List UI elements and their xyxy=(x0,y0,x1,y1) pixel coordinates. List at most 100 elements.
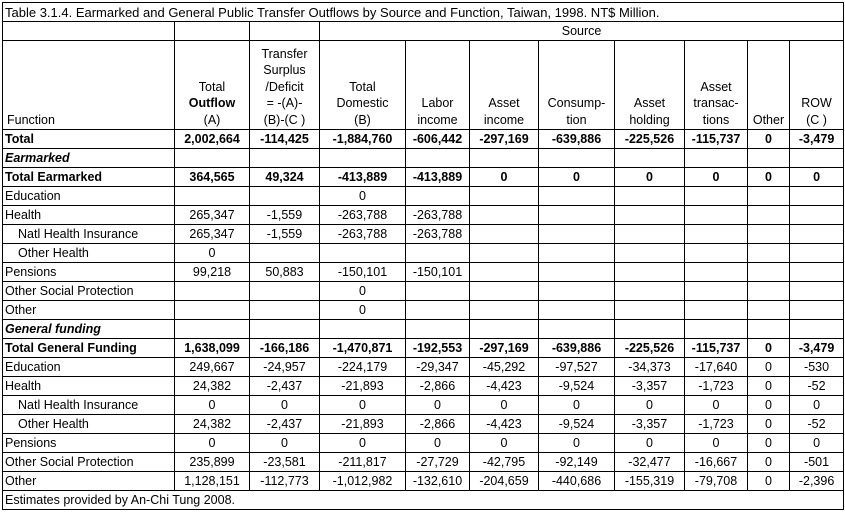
cell-value xyxy=(684,243,748,263)
cell-value: -29,347 xyxy=(405,357,470,377)
cell-value: 0 xyxy=(747,471,790,491)
cell-value: 24,382 xyxy=(174,414,250,434)
cell-value xyxy=(684,186,748,206)
cell-value: 0 xyxy=(319,281,406,301)
cell-value xyxy=(249,319,320,339)
cell-value: -34,373 xyxy=(614,357,685,377)
cell-value: -2,437 xyxy=(249,376,320,396)
table-row: Education 0 xyxy=(2,186,845,206)
row-label: Health xyxy=(2,205,175,225)
cell-value: 99,218 xyxy=(174,262,250,282)
cell-value: -1,723 xyxy=(684,414,748,434)
cell-value xyxy=(538,300,615,320)
cell-value xyxy=(538,281,615,301)
cell-value xyxy=(469,300,539,320)
cell-value: 0 xyxy=(469,395,539,415)
cell-value: -639,886 xyxy=(538,338,615,358)
cell-value xyxy=(174,186,250,206)
cell-value xyxy=(174,281,250,301)
cell-value xyxy=(538,262,615,282)
cell-value: -413,889 xyxy=(405,167,470,187)
cell-value: -1,723 xyxy=(684,376,748,396)
table-footnote: Estimates provided by An-Chi Tung 2008. xyxy=(1,490,845,510)
transfer-outflows-table: Table 3.1.4. Earmarked and General Publi… xyxy=(1,2,845,510)
cell-value: -2,437 xyxy=(249,414,320,434)
cell-value xyxy=(469,205,539,225)
cell-value: -115,737 xyxy=(684,338,748,358)
cell-value: 0 xyxy=(174,433,250,453)
cell-value: -501 xyxy=(788,452,845,472)
cell-value: 2,002,664 xyxy=(174,129,250,149)
cell-value xyxy=(469,243,539,263)
cell-value xyxy=(747,148,790,168)
cell-value: -204,659 xyxy=(469,471,539,491)
cell-value: 364,565 xyxy=(174,167,250,187)
cell-value: 0 xyxy=(538,395,615,415)
cell-value: -211,817 xyxy=(319,452,406,472)
table-row: Other Health 0 xyxy=(2,243,845,263)
row-label: Other Social Protection xyxy=(2,452,175,472)
cell-value: -1,884,760 xyxy=(319,129,406,149)
cell-value: 0 xyxy=(249,395,320,415)
column-header-row: ROW (C ) xyxy=(788,40,845,130)
cell-value: 249,667 xyxy=(174,357,250,377)
cell-value: -150,101 xyxy=(319,262,406,282)
cell-value: 265,347 xyxy=(174,224,250,244)
cell-value: -3,357 xyxy=(614,414,685,434)
cell-value: -192,553 xyxy=(405,338,470,358)
cell-value xyxy=(684,205,748,225)
table-row: Total 2,002,664 -114,425 -1,884,760 -606,442… xyxy=(2,129,845,149)
cell-value xyxy=(614,300,685,320)
cell-value: -17,640 xyxy=(684,357,748,377)
table-row: Pensions 0 0 0 0 0 0 0 0 0 0 xyxy=(2,433,845,453)
cell-value: -1,012,982 xyxy=(319,471,406,491)
title-row: Table 3.1.4. Earmarked and General Publi… xyxy=(1,2,845,22)
cell-value: 49,324 xyxy=(249,167,320,187)
table-row: Total Earmarked 364,565 49,324 -413,889 -413… xyxy=(2,167,845,187)
cell-value: -114,425 xyxy=(249,129,320,149)
cell-value xyxy=(469,262,539,282)
table-row: Other Social Protection 0 xyxy=(2,281,845,301)
cell-value xyxy=(319,243,406,263)
cell-value xyxy=(319,319,406,339)
cell-value xyxy=(538,186,615,206)
cell-value: -263,788 xyxy=(405,205,470,225)
column-header-asset-holding: Asset holding xyxy=(614,40,685,130)
cell-value: -92,149 xyxy=(538,452,615,472)
cell-value: -21,893 xyxy=(319,376,406,396)
row-label: Other Health xyxy=(2,243,175,263)
cell-value xyxy=(747,300,790,320)
cell-value xyxy=(747,186,790,206)
cell-value: -16,667 xyxy=(684,452,748,472)
cell-value: -24,957 xyxy=(249,357,320,377)
cell-value: -263,788 xyxy=(319,205,406,225)
cell-value xyxy=(614,205,685,225)
cell-value: 0 xyxy=(747,433,790,453)
column-header-row: Function Total Outflow (A) Transfer Surplus/D… xyxy=(2,40,845,130)
cell-value: 0 xyxy=(538,167,615,187)
cell-value xyxy=(405,186,470,206)
cell-value: 0 xyxy=(405,395,470,415)
cell-value: -27,729 xyxy=(405,452,470,472)
cell-value xyxy=(788,186,845,206)
cell-value xyxy=(319,148,406,168)
empty-header-cell xyxy=(174,21,250,41)
cell-value xyxy=(684,319,748,339)
cell-value: -79,708 xyxy=(684,471,748,491)
cell-value: 0 xyxy=(249,433,320,453)
cell-value: -3,479 xyxy=(788,338,845,358)
cell-value: 0 xyxy=(614,433,685,453)
cell-value xyxy=(249,186,320,206)
cell-value: -2,866 xyxy=(405,376,470,396)
cell-value: -2,396 xyxy=(788,471,845,491)
cell-value xyxy=(249,243,320,263)
cell-value xyxy=(614,281,685,301)
row-label: Other xyxy=(2,300,175,320)
cell-value xyxy=(684,281,748,301)
cell-value xyxy=(469,319,539,339)
cell-value: -3,357 xyxy=(614,376,685,396)
cell-value xyxy=(538,243,615,263)
cell-value: 0 xyxy=(684,167,748,187)
column-header-total-outflow: Total Outflow (A) xyxy=(174,40,250,130)
